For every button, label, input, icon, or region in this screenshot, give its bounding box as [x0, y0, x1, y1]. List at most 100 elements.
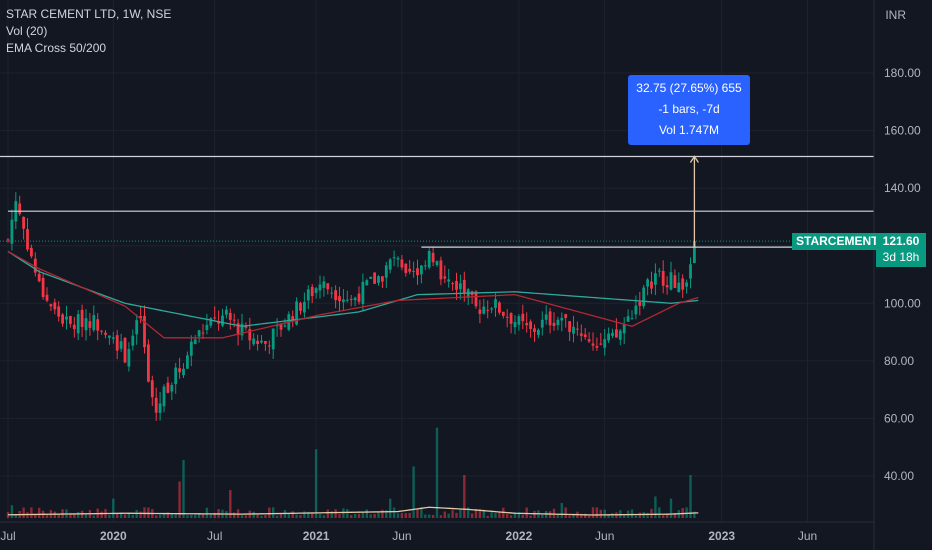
candle-body: [451, 283, 454, 285]
candle-body: [49, 304, 53, 307]
candle-body: [443, 276, 447, 279]
candle-body: [642, 287, 646, 307]
candle-body: [18, 203, 22, 215]
volume-bar: [209, 514, 212, 518]
candle-body: [119, 341, 123, 349]
volume-bar: [178, 481, 181, 518]
volume-bar: [127, 512, 131, 518]
bar-countdown: 3d 18h: [882, 250, 920, 264]
candle-body: [236, 323, 240, 335]
volume-bar: [69, 512, 72, 518]
volume-bar: [326, 509, 329, 518]
volume-bar: [34, 514, 37, 518]
price-tick-label: 140.00: [884, 181, 921, 195]
volume-bar: [658, 507, 661, 518]
candle-body: [599, 343, 603, 345]
candle-body: [576, 328, 579, 330]
candle-body: [544, 314, 548, 320]
candle-body: [147, 344, 150, 382]
time-tick-label: 2023: [708, 529, 735, 543]
candle-body: [193, 339, 197, 344]
candle-body: [564, 314, 568, 318]
volume-bar: [303, 511, 306, 518]
time-tick-label: Jun: [392, 529, 411, 543]
volume-bar: [131, 514, 134, 518]
candle-body: [303, 301, 306, 313]
candle-body: [540, 319, 544, 328]
time-tick-label: Jun: [798, 529, 817, 543]
volume-bar: [353, 513, 357, 518]
candle-body: [615, 329, 618, 338]
volume-bar: [252, 511, 255, 518]
candle-body: [279, 323, 283, 330]
volume-bar: [634, 515, 638, 518]
volume-bar: [275, 515, 279, 518]
volume-bar: [412, 466, 415, 518]
volume-bar: [572, 515, 575, 518]
candle-body: [548, 311, 552, 326]
candle-body: [108, 335, 111, 338]
candle-body: [186, 355, 189, 369]
candle-body: [256, 340, 259, 345]
candle-body: [591, 343, 595, 346]
candle-body: [673, 275, 677, 288]
candle-body: [501, 311, 505, 316]
volume-bar: [599, 509, 602, 518]
candle-body: [100, 330, 103, 332]
volume-bar: [182, 459, 185, 518]
volume-bar: [361, 512, 365, 518]
candle-body: [517, 316, 521, 325]
candle-body: [630, 318, 634, 320]
candle-body: [595, 345, 599, 348]
candle-body: [310, 286, 314, 297]
candle-body: [189, 341, 193, 356]
volume-bar: [334, 509, 337, 518]
volume-bar: [662, 515, 665, 518]
candle-body: [154, 397, 158, 413]
volume-bar: [439, 515, 443, 518]
candle-body: [556, 319, 560, 325]
candle-body: [225, 309, 228, 315]
candle-body: [455, 280, 458, 290]
volume-bar: [322, 515, 326, 518]
volume-bar: [474, 508, 478, 518]
volume-bar: [494, 512, 497, 518]
volume-bar: [521, 515, 524, 518]
volume-bar: [116, 512, 119, 518]
candle-body: [213, 317, 217, 319]
time-tick-label: 2022: [506, 529, 533, 543]
volume-bar: [346, 509, 349, 518]
volume-bar: [470, 513, 474, 518]
candle-body: [490, 308, 493, 310]
candle-body: [228, 312, 232, 320]
ema-200-line: [7, 250, 699, 327]
candle-body: [626, 316, 630, 322]
volume-bar: [6, 512, 10, 518]
volume-bar: [350, 515, 353, 518]
candle-body: [579, 333, 583, 336]
measure-volume: Vol 1.747M: [658, 123, 720, 137]
volume-bar: [424, 514, 427, 518]
volume-bar: [100, 511, 103, 518]
volume-bar: [541, 514, 544, 518]
candle-body: [607, 333, 610, 341]
candle-body: [681, 278, 685, 290]
candle-body: [139, 316, 142, 319]
candle-body: [654, 273, 657, 285]
volume-ma-line: [7, 506, 699, 516]
volume-bar: [595, 507, 599, 518]
price-tick-label: 160.00: [884, 124, 921, 138]
candle-body: [404, 263, 408, 273]
candle-body: [33, 258, 37, 273]
candle-body: [283, 325, 287, 327]
candle-body: [182, 368, 185, 376]
candle-body: [412, 270, 415, 272]
volume-bar: [92, 515, 95, 518]
candle-body: [299, 302, 302, 311]
candle-body: [6, 239, 10, 241]
candle-body: [505, 316, 509, 318]
candle-body: [53, 302, 57, 310]
measure-arrow-head: [689, 155, 699, 163]
volume-bar: [338, 513, 341, 518]
